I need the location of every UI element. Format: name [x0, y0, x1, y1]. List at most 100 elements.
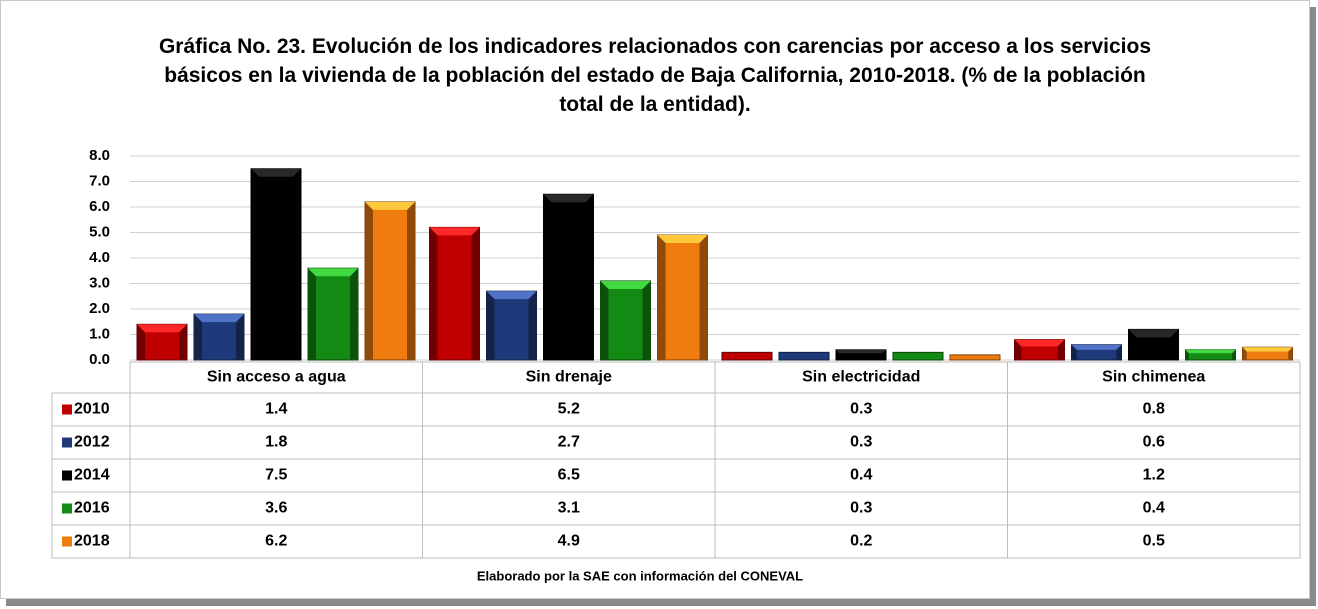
table-value: 3.6: [265, 500, 287, 517]
x-tick-label: Sin electricidad: [802, 369, 920, 386]
bar-bevel: [308, 268, 358, 277]
bar-bevel: [1185, 349, 1236, 354]
bar-group: [250, 168, 302, 361]
table-value: 0.4: [850, 467, 872, 484]
bar-bevel: [194, 314, 244, 323]
chart-title: Gráfica No. 23. Evolución de los indicad…: [158, 35, 1152, 116]
table-value: 0.2: [850, 533, 872, 550]
table-value: 0.4: [1143, 500, 1165, 517]
y-tick-label: 5.0: [89, 223, 110, 240]
table-value: 0.3: [850, 434, 872, 451]
bar-bevel: [429, 227, 438, 360]
bar-bevel: [1014, 339, 1065, 347]
table-value: 0.3: [850, 500, 872, 517]
bar-bevel: [350, 268, 358, 360]
bar-group: [429, 226, 480, 361]
bar-group: [486, 290, 537, 361]
bar: [364, 201, 416, 361]
bar-group: [193, 313, 245, 361]
bar: [307, 267, 359, 361]
legend-swatch: [62, 470, 72, 481]
bar-group: [1185, 349, 1236, 361]
bar-group: [543, 193, 594, 361]
table-value: 0.6: [1143, 434, 1165, 451]
bar: [778, 351, 830, 361]
table-value: 4.9: [558, 533, 580, 550]
table-value: 0.5: [1143, 533, 1165, 550]
bar-bevel: [365, 201, 373, 360]
y-tick-label: 8.0: [89, 147, 110, 164]
bar-bevel: [251, 168, 301, 177]
bar: [486, 290, 537, 361]
bar-bevel: [836, 349, 886, 354]
bar-bevel: [1071, 344, 1122, 350]
bar: [657, 234, 708, 361]
table-value: 5.2: [558, 401, 580, 418]
bar-group: [835, 349, 887, 361]
bar-bevel: [179, 324, 187, 360]
bar-bevel: [308, 268, 316, 360]
bar-bevel: [1057, 339, 1065, 360]
bar-bevel: [486, 291, 495, 360]
legend-swatch: [62, 437, 72, 448]
y-tick-label: 4.0: [89, 249, 110, 266]
bar: [429, 226, 480, 361]
legend-swatch: [62, 536, 72, 547]
table-value: 0.3: [850, 401, 872, 418]
bar-bevel: [642, 280, 651, 360]
legend-label: 2014: [74, 467, 110, 484]
bar-group: [307, 267, 359, 361]
table-value: 1.8: [265, 434, 287, 451]
y-tick-label: 3.0: [89, 274, 110, 291]
bar-group: [892, 351, 944, 361]
y-tick-label: 2.0: [89, 300, 110, 317]
bar-bevel: [1014, 339, 1022, 360]
bar-bevel: [882, 349, 886, 360]
table-value: 1.4: [265, 401, 287, 418]
bar-bevel: [365, 201, 415, 210]
bar: [892, 351, 944, 361]
table-value: 3.1: [558, 500, 580, 517]
bar-bevel: [1128, 329, 1179, 338]
source-note: Elaborado por la SAE con información del…: [477, 568, 803, 583]
y-tick-label: 7.0: [89, 172, 110, 189]
bar-bevel: [251, 168, 259, 360]
bar-bevel: [528, 291, 537, 360]
bar-bevel: [1128, 329, 1137, 360]
bar: [600, 280, 651, 361]
bar-bevel: [137, 324, 145, 360]
table-value: 7.5: [265, 467, 287, 484]
bar-bevel: [236, 314, 244, 360]
legend-swatch: [62, 503, 72, 514]
table-value: 2.7: [558, 434, 580, 451]
bar-group: [721, 351, 773, 361]
bar-bevel: [486, 291, 537, 300]
bar-bevel: [836, 349, 840, 360]
bar-group: [1242, 346, 1293, 361]
bar-bevel: [194, 314, 202, 360]
bar-bevel: [1232, 349, 1236, 360]
bar-bevel: [1071, 344, 1077, 360]
bar-bevel: [471, 227, 480, 360]
table-value: 0.8: [1143, 401, 1165, 418]
bar-bevel: [293, 168, 301, 360]
bar-bevel: [585, 194, 594, 360]
bar: [721, 351, 773, 361]
bar-bevel: [657, 235, 708, 244]
bar-bevel: [137, 324, 187, 333]
legend-label: 2016: [74, 500, 110, 517]
bar-group: [136, 323, 188, 361]
bar-bevel: [699, 235, 708, 360]
legend-label: 2012: [74, 434, 110, 451]
bar-group: [1014, 339, 1065, 361]
legend-label: 2010: [74, 401, 110, 418]
bar-group: [949, 354, 1001, 361]
bar-bevel: [543, 194, 552, 360]
x-tick-label: Sin acceso a agua: [207, 369, 346, 386]
bar-bevel: [543, 194, 594, 203]
legend-label: 2018: [74, 533, 110, 550]
bar-group: [1071, 344, 1122, 361]
bar-bevel: [429, 227, 480, 236]
bar-bevel: [1242, 347, 1293, 352]
